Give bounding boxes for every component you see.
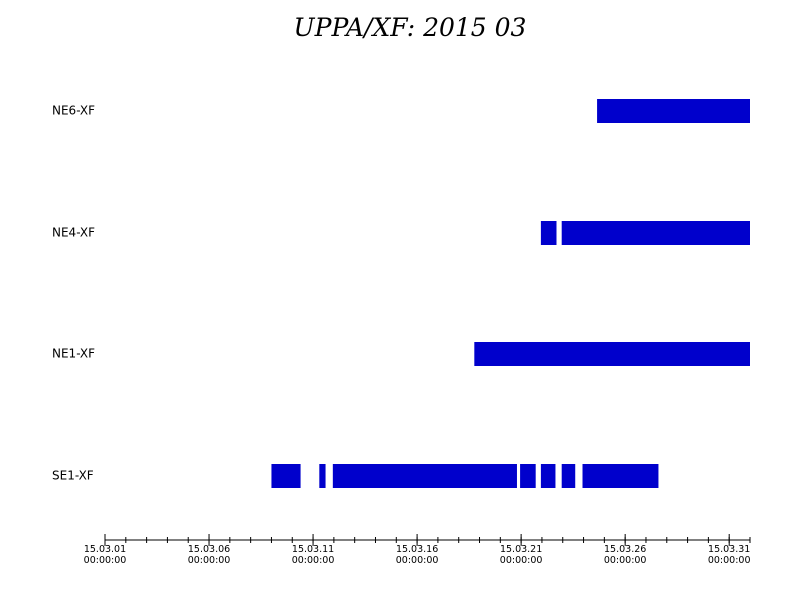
x-tick-label: 15.03.26 00:00:00 (604, 544, 647, 566)
x-tick-label: 15.03.16 00:00:00 (396, 544, 439, 566)
interval-bar (540, 221, 557, 245)
interval-bar (520, 464, 536, 488)
tick-label-part: 15.03.11 (292, 544, 334, 555)
tick-label-part: 00:00:00 (396, 555, 439, 566)
row-label: NE6-XF (52, 104, 95, 118)
tick-label-part: 00:00:00 (84, 555, 127, 566)
interval-bar (561, 221, 750, 245)
x-tick-label: 15.03.06 00:00:00 (188, 544, 231, 566)
x-tick-label: 15.03.31 00:00:00 (708, 544, 751, 566)
x-tick-label: 15.03.21 00:00:00 (500, 544, 543, 566)
chart-title: UPPA/XF: 2015 03 (294, 13, 527, 42)
x-tick-label: 15.03.01 00:00:00 (84, 544, 127, 566)
interval-bar (319, 464, 326, 488)
tick-label-part: 00:00:00 (500, 555, 543, 566)
tick-label-part: 00:00:00 (708, 555, 751, 566)
interval-bar (597, 99, 750, 123)
tick-label-part: 15.03.31 (708, 544, 750, 555)
tick-label-part: 15.03.06 (188, 544, 230, 555)
row-label: NE1-XF (52, 347, 95, 361)
interval-bar (271, 464, 301, 488)
tick-label-part: 15.03.16 (396, 544, 438, 555)
interval-bar (540, 464, 556, 488)
tick-label-part: 15.03.01 (84, 544, 126, 555)
tick-label-part: 00:00:00 (604, 555, 647, 566)
interval-bar (332, 464, 517, 488)
tick-label-part: 15.03.26 (604, 544, 646, 555)
interval-bar (474, 342, 750, 366)
row-label: SE1-XF (52, 469, 94, 483)
x-tick-label: 15.03.11 00:00:00 (292, 544, 335, 566)
interval-bar (582, 464, 659, 488)
row-label: NE4-XF (52, 226, 95, 240)
tick-label-part: 15.03.21 (500, 544, 542, 555)
tick-label-part: 00:00:00 (292, 555, 335, 566)
tick-label-part: 00:00:00 (188, 555, 231, 566)
interval-bar (561, 464, 576, 488)
